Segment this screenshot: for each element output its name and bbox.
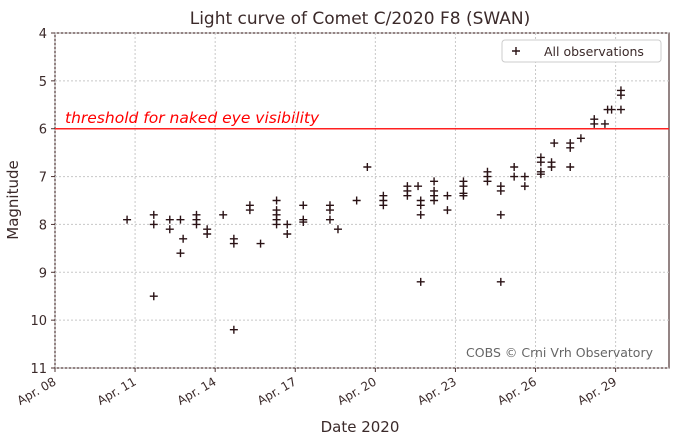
data-point bbox=[299, 218, 308, 227]
data-point bbox=[176, 215, 185, 224]
data-point bbox=[325, 215, 334, 224]
data-point bbox=[483, 177, 492, 186]
data-point bbox=[203, 230, 212, 238]
data-point bbox=[219, 210, 228, 219]
data-point bbox=[576, 134, 585, 143]
data-point bbox=[547, 163, 556, 171]
legend-marker bbox=[512, 47, 520, 55]
data-point bbox=[510, 172, 519, 181]
data-point bbox=[443, 191, 452, 200]
data-point bbox=[459, 182, 468, 191]
y-tick-label: 6 bbox=[39, 123, 47, 138]
data-points bbox=[123, 86, 625, 334]
data-point bbox=[272, 220, 281, 229]
data-point bbox=[496, 210, 505, 219]
data-point bbox=[607, 105, 616, 114]
data-point bbox=[536, 158, 545, 167]
data-point bbox=[590, 119, 599, 128]
data-point bbox=[283, 230, 292, 238]
y-tick-label: 7 bbox=[39, 171, 47, 186]
x-tick-label: Apr. 14 bbox=[175, 374, 219, 407]
y-tick-label: 10 bbox=[30, 314, 47, 329]
y-tick-label: 11 bbox=[30, 362, 47, 377]
data-point bbox=[496, 277, 505, 286]
x-tick-label: Apr. 08 bbox=[15, 374, 59, 407]
data-point bbox=[123, 215, 132, 224]
data-point bbox=[416, 201, 425, 210]
data-point bbox=[616, 91, 625, 100]
data-point bbox=[229, 239, 238, 248]
plot-area bbox=[54, 32, 670, 369]
data-point bbox=[403, 191, 412, 200]
data-point bbox=[459, 191, 468, 200]
data-point bbox=[165, 225, 174, 234]
legend: All observations bbox=[501, 39, 662, 63]
data-point bbox=[520, 172, 529, 181]
data-point bbox=[272, 196, 281, 205]
y-tick-label: 8 bbox=[39, 218, 47, 233]
data-point bbox=[510, 163, 519, 171]
data-point bbox=[333, 225, 342, 234]
data-point bbox=[245, 206, 254, 215]
data-point bbox=[416, 277, 425, 286]
data-point bbox=[299, 201, 308, 210]
data-point bbox=[325, 206, 334, 215]
x-tick-label: Apr. 11 bbox=[95, 374, 139, 407]
x-tick-label: Apr. 23 bbox=[415, 374, 459, 407]
data-point bbox=[600, 119, 609, 128]
data-point bbox=[550, 139, 559, 148]
data-point bbox=[192, 220, 201, 229]
data-point bbox=[352, 196, 361, 205]
data-point bbox=[283, 220, 292, 229]
data-point bbox=[149, 292, 158, 301]
data-point bbox=[443, 206, 452, 215]
data-point bbox=[414, 182, 423, 191]
data-point bbox=[256, 239, 265, 248]
data-point bbox=[149, 220, 158, 229]
data-point bbox=[229, 325, 238, 334]
y-tick-label: 5 bbox=[39, 75, 47, 90]
data-point bbox=[430, 177, 439, 186]
data-point bbox=[149, 210, 158, 219]
chart-title: Light curve of Comet C/2020 F8 (SWAN) bbox=[190, 9, 531, 29]
data-point bbox=[379, 201, 388, 210]
y-tick-label: 9 bbox=[39, 266, 47, 281]
data-point bbox=[566, 163, 575, 171]
x-tick-label: Apr. 20 bbox=[335, 374, 379, 407]
source-annotation: COBS © Crni Vrh Observatory bbox=[466, 345, 654, 360]
data-point bbox=[176, 249, 185, 258]
data-point bbox=[520, 182, 529, 191]
y-axis-label: Magnitude bbox=[4, 160, 22, 239]
data-point bbox=[616, 105, 625, 114]
data-point bbox=[496, 186, 505, 195]
data-point bbox=[179, 234, 188, 243]
data-point bbox=[165, 215, 174, 224]
x-tick-label: Apr. 29 bbox=[575, 374, 619, 407]
threshold-label: threshold for naked eye visibility bbox=[65, 109, 320, 127]
data-point bbox=[566, 143, 575, 152]
data-point bbox=[363, 163, 372, 171]
x-axis-label: Date 2020 bbox=[321, 418, 400, 436]
x-tick-label: Apr. 26 bbox=[495, 374, 539, 407]
legend-label: All observations bbox=[544, 44, 644, 59]
data-point bbox=[536, 170, 545, 179]
x-tick-label: Apr. 17 bbox=[255, 374, 299, 407]
data-point bbox=[430, 196, 439, 205]
legend-box bbox=[501, 39, 662, 63]
data-point bbox=[416, 210, 425, 219]
y-tick-label: 4 bbox=[39, 27, 47, 42]
